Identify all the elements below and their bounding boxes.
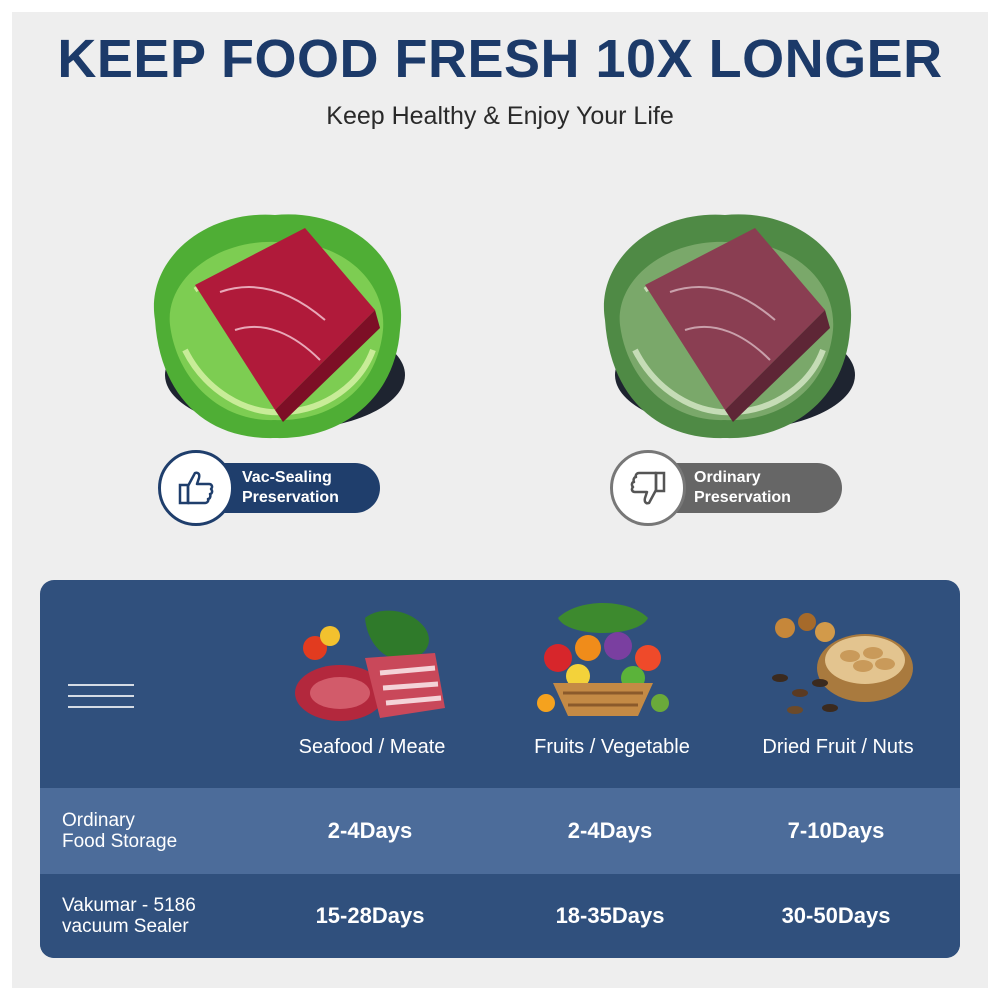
menu-lines-icon xyxy=(68,682,134,710)
table-cell: 2-4Days xyxy=(567,818,653,843)
vac-sealing-label-line2: Preservation xyxy=(242,489,339,506)
category-label-fruits-vegetable: Fruits / Vegetable xyxy=(534,736,690,758)
category-label-dried-fruit-nuts: Dried Fruit / Nuts xyxy=(762,736,914,758)
category-label-seafood-meat: Seafood / Meate xyxy=(298,736,446,758)
table-row-vacuum-sealer: Vakumar - 5186 vacuum Sealer 15-28Days 1… xyxy=(40,874,960,958)
row-header-vacuum-sealer: Vakumar - 5186 vacuum Sealer xyxy=(62,895,262,937)
row-header-ordinary-line1: Ordinary xyxy=(62,810,135,831)
row-header-ordinary: Ordinary Food Storage xyxy=(62,810,262,852)
fruits-vegetable-image xyxy=(537,603,669,716)
thumbs-down-icon xyxy=(610,450,686,526)
table-cell: 2-4Days xyxy=(327,818,413,843)
page-title: KEEP FOOD FRESH 10X LONGER xyxy=(57,29,943,89)
row-header-vacuum-sealer-line1: Vakumar - 5186 xyxy=(62,895,196,916)
table-cell: 18-35Days xyxy=(555,903,665,928)
table-row-ordinary: Ordinary Food Storage 2-4Days 2-4Days 7-… xyxy=(40,788,960,874)
freshness-comparison-table: Seafood / Meate Fruits / Vegetable Dried… xyxy=(40,580,960,958)
table-cell: 30-50Days xyxy=(781,903,891,928)
table-cell: 7-10Days xyxy=(787,818,885,843)
table-cell: 15-28Days xyxy=(315,903,425,928)
thumbs-up-icon xyxy=(158,450,234,526)
fresh-meat-image xyxy=(153,214,405,439)
row-header-ordinary-line2: Food Storage xyxy=(62,831,178,852)
dried-fruit-nuts-image xyxy=(772,613,913,714)
ordinary-meat-image xyxy=(603,214,855,439)
seafood-meat-image xyxy=(295,610,445,721)
page-subtitle: Keep Healthy & Enjoy Your Life xyxy=(326,102,674,130)
row-header-vacuum-sealer-line2: vacuum Sealer xyxy=(62,916,189,937)
vac-sealing-label-line1: Vac-Sealing xyxy=(242,469,332,486)
ordinary-preservation-label-line2: Preservation xyxy=(694,489,791,506)
ordinary-preservation-label-line1: Ordinary xyxy=(694,469,761,486)
